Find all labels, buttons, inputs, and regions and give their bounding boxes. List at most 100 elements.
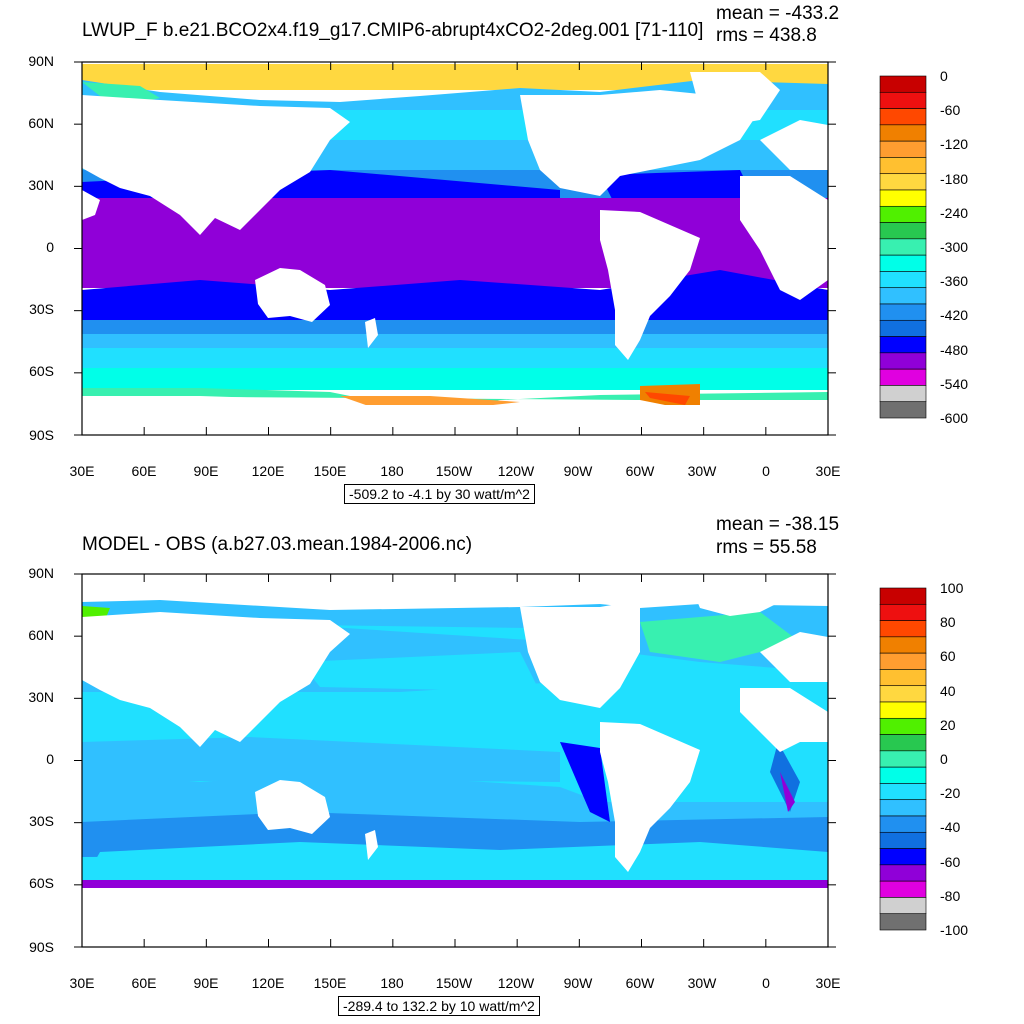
lon-label: 90W <box>563 975 593 991</box>
colorbar-swatch <box>879 831 927 849</box>
colorbar-label: -60 <box>940 102 961 119</box>
lat-label: 30S <box>29 301 54 317</box>
lon-label: 180 <box>380 975 404 991</box>
colorbar-swatch <box>879 652 927 670</box>
lat-label: 0 <box>46 239 54 255</box>
colorbar-label: -480 <box>940 341 969 358</box>
colorbar-label: 80 <box>940 614 956 631</box>
lat-label: 60N <box>28 627 54 643</box>
map-panel-lwup: LWUP_F b.e21.BCO2x4.f19_g17.CMIP6-abrupt… <box>28 3 969 504</box>
mean-value: mean = -433.2 <box>716 3 840 24</box>
lon-label: 60E <box>131 463 157 479</box>
lon-label: 60W <box>625 463 655 479</box>
colorbar-swatch <box>879 157 927 175</box>
lon-label: 0 <box>762 463 770 479</box>
colorbar-swatch <box>879 897 927 915</box>
lon-label: 120E <box>251 975 285 991</box>
lon-label: 60W <box>625 975 655 991</box>
lat-label: 30N <box>28 177 54 193</box>
colorbar-swatch <box>879 717 927 735</box>
lat-label: 90S <box>29 427 54 443</box>
rms-value: rms = 438.8 <box>716 25 817 46</box>
colorbar-swatch <box>879 303 927 321</box>
colorbar-swatch <box>879 319 927 337</box>
difference-map-plot <box>74 573 927 948</box>
colorbar-label: 20 <box>940 716 956 733</box>
colorbar-label: -20 <box>940 785 961 802</box>
colorbar-swatch <box>879 287 927 305</box>
colorbar-label: -40 <box>940 819 961 836</box>
lon-label: 120W <box>497 975 535 991</box>
colorbar-swatch <box>879 385 927 403</box>
colorbar-label: 0 <box>940 751 948 767</box>
colorbar-swatch <box>879 124 927 142</box>
colorbar-label: -600 <box>940 410 969 426</box>
colorbar-label: -180 <box>940 170 969 187</box>
colorbar-label: -100 <box>940 922 969 938</box>
colorbar-swatch <box>879 238 927 256</box>
tickmarks <box>74 61 836 436</box>
lon-label: 30W <box>687 975 717 991</box>
lat-label: 90S <box>29 939 54 955</box>
lwup-map-plot <box>74 61 927 436</box>
lon-label: 150E <box>313 975 347 991</box>
colorbar-swatch <box>879 734 927 752</box>
tickmarks <box>74 573 836 948</box>
colorbar-label: 100 <box>940 580 964 596</box>
lon-label: 0 <box>762 975 770 991</box>
colorbar-label: -420 <box>940 307 969 324</box>
plot-title: LWUP_F b.e21.BCO2x4.f19_g17.CMIP6-abrupt… <box>82 20 704 41</box>
lon-label: 90W <box>563 463 593 479</box>
colorbar-swatch <box>879 587 927 605</box>
colorbar-swatch <box>879 880 927 898</box>
colorbar-swatch <box>879 783 927 801</box>
lon-label: 150W <box>435 975 473 991</box>
lon-label: 150E <box>313 463 347 479</box>
colorbar-label: 60 <box>940 648 956 665</box>
lat-label: 0 <box>46 751 54 767</box>
lon-label: 90E <box>193 975 219 991</box>
mean-value: mean = -38.15 <box>716 514 840 535</box>
colorbar-label: -240 <box>940 204 969 221</box>
lat-label: 90N <box>28 565 54 581</box>
colorbar-swatch <box>879 864 927 882</box>
colorbar-swatch <box>879 368 927 386</box>
colorbar-swatch <box>879 669 927 687</box>
colorbar-swatch <box>879 913 927 931</box>
colorbar-swatch <box>879 336 927 354</box>
land-mask <box>82 574 828 947</box>
colorbar-swatch <box>879 352 927 370</box>
lat-label: 30S <box>29 813 54 829</box>
colorbar-swatch <box>879 701 927 719</box>
lon-label: 90E <box>193 463 219 479</box>
colorbar-swatch <box>879 750 927 768</box>
colorbar-swatch <box>879 620 927 638</box>
lat-label: 30N <box>28 689 54 705</box>
colorbar-swatch <box>879 91 927 109</box>
colorbar-label: -540 <box>940 375 969 392</box>
colorbar-difference <box>879 587 927 931</box>
colorbar-swatch <box>879 108 927 126</box>
lon-label: 180 <box>380 463 404 479</box>
colorbar-swatch <box>879 254 927 272</box>
contour-info-box: -289.4 to 132.2 by 10 watt/m^2 <box>338 996 540 1016</box>
colorbar-swatch <box>879 685 927 703</box>
lat-label: 90N <box>28 53 54 69</box>
colorbar-swatch <box>879 75 927 93</box>
lon-label: 60E <box>131 975 157 991</box>
lon-label: 150W <box>435 463 473 479</box>
lon-label: 30E <box>69 463 95 479</box>
lat-label: 60S <box>29 363 54 379</box>
lon-label: 30E <box>69 975 95 991</box>
colorbar-swatch <box>879 205 927 223</box>
colorbar-swatch <box>879 173 927 191</box>
rms-value: rms = 55.58 <box>716 537 817 558</box>
lon-label: 30W <box>687 463 717 479</box>
colorbar-label: 0 <box>940 68 948 84</box>
lon-label: 30E <box>815 463 841 479</box>
colorbar-swatch <box>879 766 927 784</box>
colorbar-swatch <box>879 189 927 207</box>
lon-label: 30E <box>815 975 841 991</box>
colorbar-label: -300 <box>940 239 969 255</box>
lat-label: 60S <box>29 875 54 891</box>
